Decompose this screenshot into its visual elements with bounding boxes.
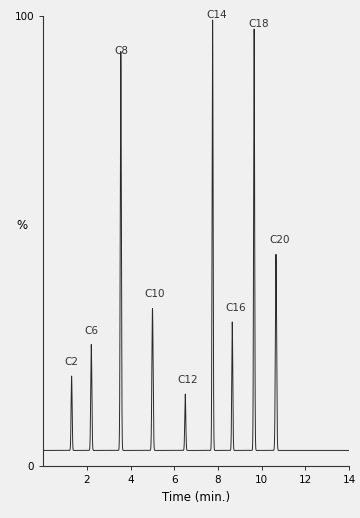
Text: C6: C6 [85,325,99,336]
Text: C10: C10 [145,290,165,299]
Text: C12: C12 [177,375,198,385]
Text: C2: C2 [64,357,78,367]
Text: C14: C14 [207,10,227,20]
X-axis label: Time (min.): Time (min.) [162,491,230,504]
Text: C20: C20 [269,235,290,246]
Text: C16: C16 [226,303,246,313]
Y-axis label: %: % [16,219,27,232]
Text: C8: C8 [114,46,128,56]
Text: C18: C18 [249,19,269,29]
